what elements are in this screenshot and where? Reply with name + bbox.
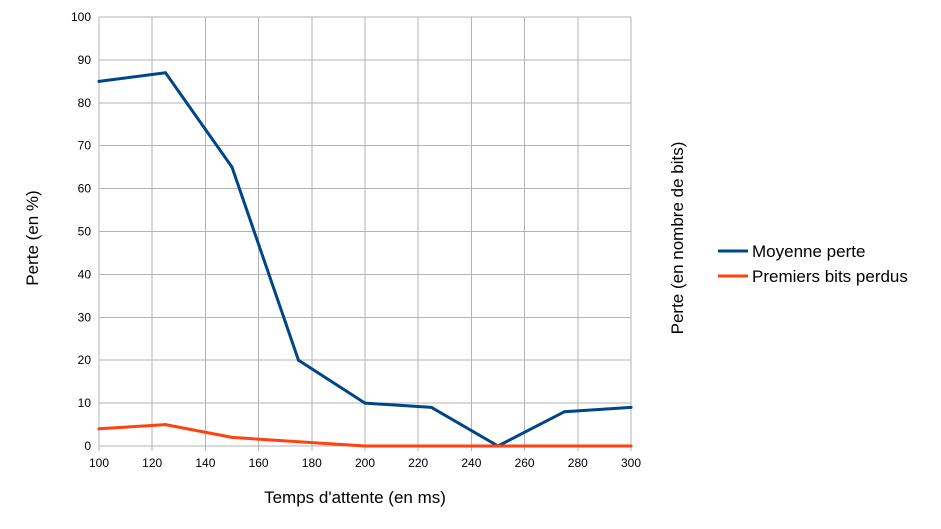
y-axis-label: Perte (en %) (23, 190, 42, 285)
data-point (97, 427, 101, 431)
data-point (297, 358, 300, 362)
y-tick-label: 100 (71, 10, 91, 24)
x-tick-label: 240 (461, 456, 481, 470)
legend-label-moyenne-perte: Moyenne perte (752, 242, 865, 261)
y-tick-label: 60 (78, 182, 92, 196)
y-tick-label: 90 (78, 53, 92, 67)
data-point (230, 165, 234, 169)
data-point (430, 444, 433, 448)
y2-axis-label: Perte (en nombre de bits) (668, 142, 687, 335)
y-axis-ticks: 0 10 20 30 40 50 60 70 80 90 100 (71, 10, 91, 453)
x-tick-label: 140 (195, 456, 215, 470)
legend: Moyenne perte Premiers bits perdus (718, 242, 908, 286)
series-lines (97, 71, 633, 448)
x-axis-ticks: 100 120 140 160 180 200 220 240 260 280 300 (89, 456, 641, 470)
x-tick-label: 160 (249, 456, 269, 470)
x-tick-label: 200 (355, 456, 375, 470)
x-tick-label: 120 (142, 456, 162, 470)
grid (98, 16, 632, 451)
x-tick-label: 260 (515, 456, 535, 470)
data-point (363, 401, 367, 405)
y-tick-label: 10 (78, 396, 92, 410)
y-tick-label: 30 (78, 310, 92, 324)
y-tick-label: 40 (78, 267, 92, 281)
x-tick-label: 300 (621, 456, 641, 470)
data-point (629, 444, 633, 448)
y-tick-label: 20 (78, 353, 92, 367)
data-point (297, 440, 300, 444)
x-tick-label: 280 (568, 456, 588, 470)
data-point (363, 444, 367, 448)
data-point (496, 444, 500, 448)
data-point (563, 444, 566, 448)
x-tick-label: 100 (89, 456, 109, 470)
data-point (629, 405, 633, 409)
data-point (164, 423, 167, 427)
y-tick-label: 70 (78, 139, 92, 153)
legend-label-premiers-bits-perdus: Premiers bits perdus (752, 267, 908, 286)
data-point (164, 71, 167, 75)
data-point (430, 405, 433, 409)
y-tick-label: 80 (78, 96, 92, 110)
y-tick-label: 50 (78, 225, 92, 239)
data-point (97, 79, 101, 83)
x-tick-label: 220 (408, 456, 428, 470)
y-tick-label: 0 (84, 439, 91, 453)
data-point (563, 410, 566, 414)
x-axis-label: Temps d'attente (en ms) (264, 488, 446, 507)
data-point (230, 435, 234, 439)
x-tick-label: 180 (302, 456, 322, 470)
